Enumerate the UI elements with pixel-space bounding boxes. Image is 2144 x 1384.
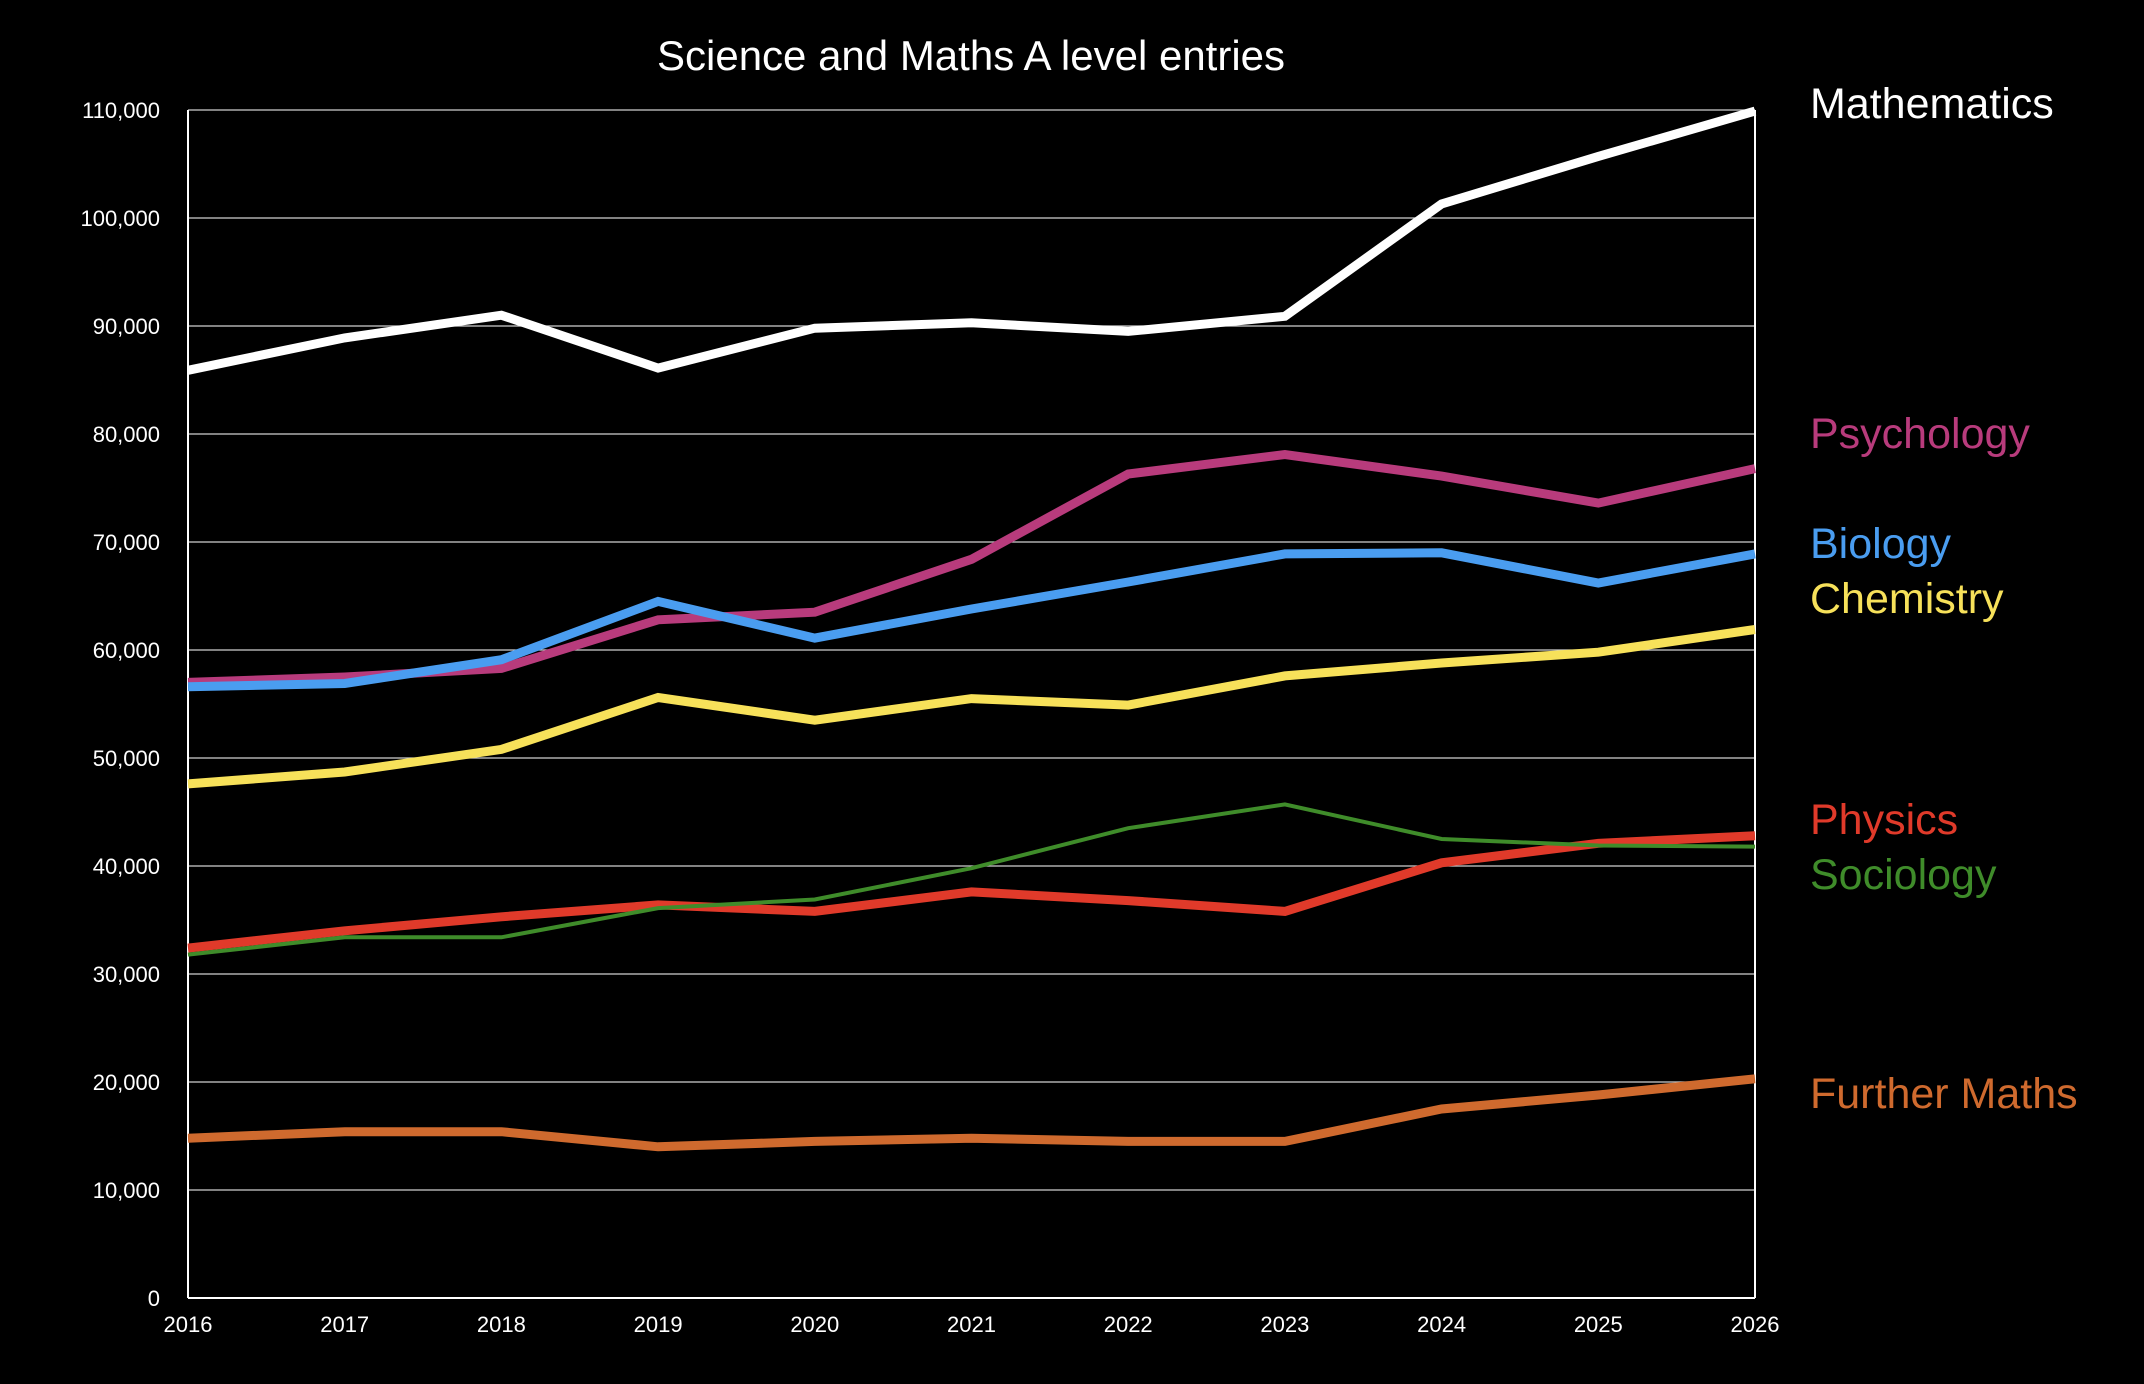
series-line-mathematics (187, 106, 1757, 375)
legend: Mathematics Psychology Biology Chemistry Phy… (1810, 80, 2078, 1118)
x-tick-label: 2017 (320, 1312, 369, 1337)
y-tick-label: 50,000 (93, 746, 160, 771)
chart-title: Science and Maths A level entries (657, 32, 1285, 79)
x-tick-label: 2024 (1417, 1312, 1466, 1337)
y-tick-label: 90,000 (93, 314, 160, 339)
x-tick-label: 2023 (1260, 1312, 1309, 1337)
x-axis-tick-labels: 2016 2017 2018 2019 2020 2021 2022 2023 2024 2025… (164, 1312, 1780, 1337)
x-tick-label: 2016 (164, 1312, 213, 1337)
x-tick-label: 2019 (634, 1312, 683, 1337)
series-line-sociology (187, 802, 1756, 957)
legend-label-mathematics: Mathematics (1810, 80, 2054, 128)
y-tick-label: 10,000 (93, 1178, 160, 1203)
legend-label-sociology: Sociology (1810, 851, 1997, 899)
legend-label-chemistry: Chemistry (1810, 575, 2004, 623)
legend-label-psychology: Psychology (1810, 410, 2030, 458)
y-tick-label: 40,000 (93, 854, 160, 879)
series-line-physics (187, 831, 1756, 953)
y-tick-label: 100,000 (80, 206, 160, 231)
y-tick-label: 70,000 (93, 530, 160, 555)
legend-label-biology: Biology (1810, 520, 1952, 568)
series-line-chemistry (187, 625, 1756, 789)
legend-label-physics: Physics (1810, 796, 1958, 844)
x-tick-label: 2022 (1104, 1312, 1153, 1337)
x-tick-label: 2026 (1731, 1312, 1780, 1337)
y-tick-label: 80,000 (93, 422, 160, 447)
y-tick-label: 60,000 (93, 638, 160, 663)
series-line-further-maths (187, 1074, 1756, 1152)
series-line-biology (187, 548, 1756, 692)
legend-label-further-maths: Further Maths (1810, 1070, 2078, 1118)
series-lines (187, 106, 1757, 1152)
y-axis-tick-labels: 0 10,000 20,000 30,000 40,000 50,000 60,000 70,… (80, 98, 160, 1311)
x-tick-label: 2025 (1574, 1312, 1623, 1337)
x-tick-label: 2021 (947, 1312, 996, 1337)
y-tick-label: 20,000 (93, 1070, 160, 1095)
y-tick-label: 110,000 (82, 98, 160, 123)
y-tick-label: 30,000 (93, 962, 160, 987)
x-tick-label: 2020 (790, 1312, 839, 1337)
x-tick-label: 2018 (477, 1312, 526, 1337)
y-tick-label: 0 (148, 1286, 160, 1311)
